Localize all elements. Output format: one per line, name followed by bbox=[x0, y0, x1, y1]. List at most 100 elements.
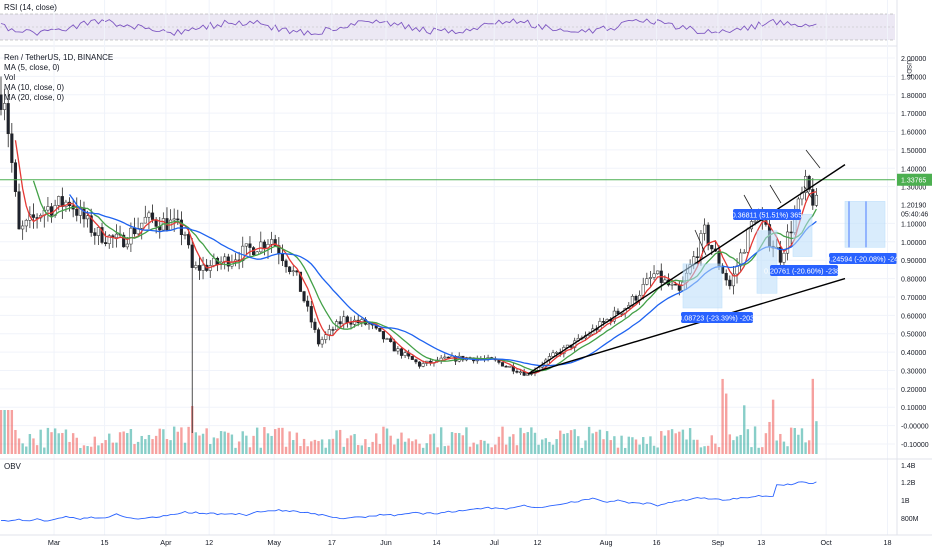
candle bbox=[349, 316, 353, 330]
candle-body bbox=[24, 220, 28, 227]
candle bbox=[244, 243, 248, 255]
volume-bar bbox=[699, 447, 703, 454]
volume-bar bbox=[385, 428, 389, 454]
candle bbox=[183, 231, 187, 240]
volume-bar bbox=[739, 434, 742, 454]
candle-body bbox=[421, 363, 425, 367]
pointer-arrow bbox=[769, 184, 782, 204]
volume-bar bbox=[118, 432, 122, 454]
candle bbox=[306, 295, 310, 312]
candle bbox=[320, 336, 324, 348]
volume-bar bbox=[364, 439, 367, 454]
ma10-legend[interactable]: MA (10, close, 0) bbox=[4, 83, 65, 92]
price-tick-label: 1.50000 bbox=[901, 148, 926, 155]
volume-bar bbox=[245, 435, 248, 454]
pointer-arrow bbox=[694, 229, 707, 256]
measure-label-1: 0.36811 (51.51%) 365 bbox=[732, 209, 802, 220]
candle-body bbox=[446, 356, 450, 359]
volume-bar bbox=[660, 431, 663, 454]
volume-bar bbox=[82, 445, 86, 454]
volume-bar bbox=[620, 435, 623, 454]
candle-body bbox=[176, 218, 180, 221]
candle-body bbox=[100, 227, 104, 243]
volume-bar bbox=[728, 434, 732, 454]
candle bbox=[378, 327, 382, 333]
volume-bar bbox=[714, 443, 717, 454]
volume-bar bbox=[775, 440, 778, 454]
volume-bar bbox=[703, 446, 706, 454]
volume-bar bbox=[28, 434, 32, 454]
candle bbox=[13, 159, 17, 197]
rsi-title: RSI (14, close) bbox=[4, 3, 57, 12]
volume-bar bbox=[443, 446, 446, 454]
candle bbox=[789, 220, 793, 245]
candle-body bbox=[785, 231, 790, 254]
volume-bar bbox=[663, 435, 667, 454]
candle-body bbox=[814, 194, 818, 206]
candle bbox=[327, 324, 331, 341]
candle-body bbox=[324, 334, 328, 340]
volume-bar bbox=[432, 433, 436, 454]
price-tick-label: 1.00000 bbox=[901, 240, 926, 247]
candle-body bbox=[125, 243, 129, 248]
candle bbox=[645, 272, 649, 286]
obv-pane: 1.4B 1.2B 1B 800M bbox=[0, 458, 932, 523]
volume-bar bbox=[681, 429, 685, 454]
volume-bar bbox=[519, 427, 522, 454]
candle-body bbox=[753, 220, 757, 223]
volume-bar bbox=[678, 431, 681, 454]
candle-body bbox=[259, 241, 263, 253]
volume-bar bbox=[338, 429, 342, 454]
candle-body bbox=[327, 329, 331, 335]
volume-bar bbox=[789, 427, 793, 454]
candle-body bbox=[302, 291, 306, 302]
candle bbox=[57, 195, 61, 211]
ma5-legend[interactable]: MA (5, close, 0) bbox=[4, 63, 60, 72]
volume-bar bbox=[811, 378, 814, 454]
vol-legend[interactable]: Vol bbox=[4, 73, 16, 82]
volume-bar bbox=[17, 438, 21, 454]
volume-bar bbox=[450, 432, 454, 454]
volume-bar bbox=[670, 429, 674, 454]
volume-bar bbox=[559, 430, 562, 454]
measure-box-3 bbox=[792, 213, 813, 257]
candle-body bbox=[519, 371, 523, 374]
volume-bar bbox=[526, 432, 529, 454]
volume-bar bbox=[454, 432, 457, 454]
volume-bar bbox=[43, 447, 46, 454]
obv-legend: OBV bbox=[4, 462, 21, 472]
candle-body bbox=[674, 283, 678, 286]
volume-bar bbox=[97, 445, 100, 454]
candle bbox=[226, 253, 230, 272]
candle bbox=[31, 203, 36, 229]
measure-label-2: 0.20761 (-20.60%) -2385 bbox=[764, 265, 844, 276]
candle-body bbox=[150, 212, 155, 220]
candle-body bbox=[104, 242, 108, 244]
volume-bar bbox=[324, 447, 327, 454]
volume-bar bbox=[522, 433, 526, 454]
candle bbox=[573, 337, 577, 352]
candle-body bbox=[677, 284, 681, 291]
price-tick-label: 1.70000 bbox=[901, 111, 926, 118]
price-tick-label: -0.10000 bbox=[901, 442, 929, 449]
volume-bar bbox=[642, 437, 645, 454]
volume-bar bbox=[306, 446, 309, 454]
ma20-legend[interactable]: MA (20, close, 0) bbox=[4, 93, 65, 102]
volume-bar bbox=[252, 435, 255, 454]
candle bbox=[731, 265, 735, 295]
volume-bar bbox=[310, 441, 313, 454]
volume-bar bbox=[587, 426, 591, 454]
measure-box-1 bbox=[756, 230, 778, 294]
candle-body bbox=[378, 327, 382, 332]
volume-bar bbox=[486, 443, 490, 454]
candle-body bbox=[49, 206, 54, 216]
volume-bar bbox=[317, 441, 320, 454]
volume-bar bbox=[551, 444, 555, 454]
candle bbox=[785, 224, 790, 261]
symbol-title[interactable]: Ren / TetherUS, 1D, BINANCE bbox=[4, 53, 114, 62]
candle bbox=[60, 187, 64, 219]
volume-bar bbox=[465, 427, 468, 454]
resistance-tag-text: 1.33765 bbox=[901, 178, 926, 185]
volume-bar bbox=[129, 429, 133, 454]
